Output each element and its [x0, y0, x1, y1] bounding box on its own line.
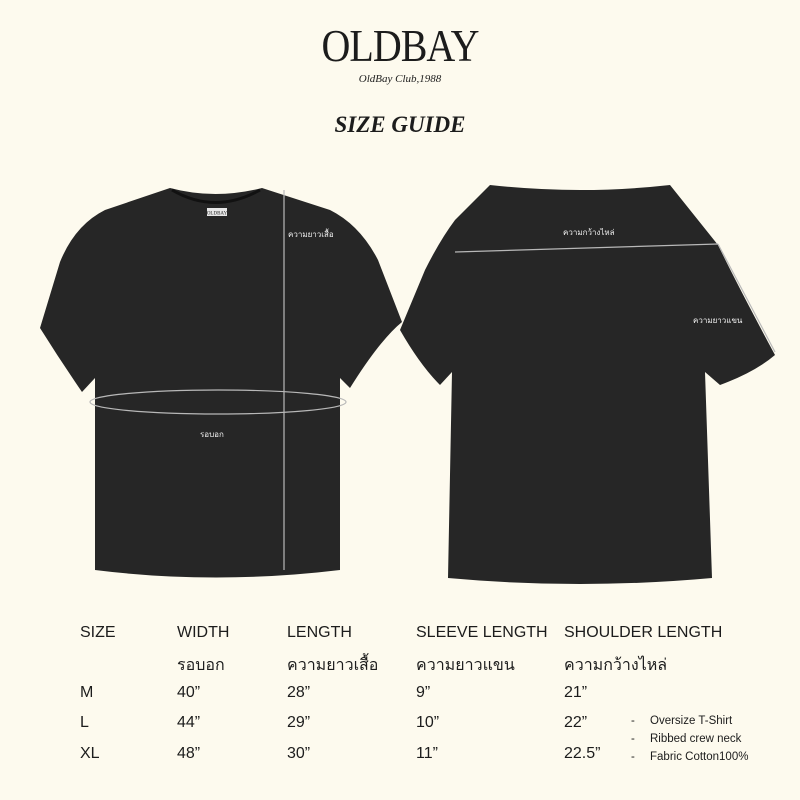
row-m-shoulder: 21” [564, 684, 588, 701]
note-item: Ribbed crew neck [650, 733, 742, 745]
row-xl-length: 30” [287, 745, 311, 762]
row-l-sleeve: 10” [416, 714, 440, 731]
shirt-illustrations: OLDBAY [40, 185, 776, 584]
header-size: SIZE [80, 624, 116, 641]
row-xl-width: 48” [177, 745, 201, 762]
row-l-width: 44” [177, 714, 201, 731]
subheader-length: ความยาวเสื้อ [287, 657, 379, 674]
subheader-sleeve: ความยาวแขน [416, 657, 515, 674]
header-length: LENGTH [287, 624, 352, 641]
row-xl-sleeve: 11” [416, 745, 438, 762]
header-sleeve: SLEEVE LENGTH [416, 624, 548, 641]
back-shirt [400, 185, 775, 584]
row-m-size: M [80, 684, 94, 701]
neck-tag [207, 208, 227, 216]
page-title: SIZE GUIDE [334, 112, 466, 137]
length-label: ความยาวเสื้อ [288, 230, 334, 239]
shoulder-label: ความกว้างไหล่ [563, 228, 615, 237]
row-xl-size: XL [80, 745, 100, 762]
note-bullet: - [631, 733, 635, 745]
row-l-shoulder: 22” [564, 714, 588, 731]
header-shoulder: SHOULDER LENGTH [564, 624, 723, 641]
row-m-width: 40” [177, 684, 201, 701]
header-width: WIDTH [177, 624, 230, 641]
subheader-width: รอบอก [177, 657, 225, 674]
neck-tag-text: OLDBAY [207, 212, 228, 217]
row-m-sleeve: 9” [416, 684, 431, 701]
chest-label: รอบอก [200, 430, 224, 439]
sleeve-label: ความยาวแขน [693, 316, 743, 325]
row-m-length: 28” [287, 684, 311, 701]
row-l-length: 29” [287, 714, 311, 731]
row-xl-shoulder: 22.5” [564, 745, 601, 762]
brand-tagline: OldBay Club,1988 [358, 73, 442, 85]
subheader-shoulder: ความกว้างไหล่ [564, 657, 668, 674]
measure-lines [89, 190, 776, 570]
brand-logo: OLDBAY [321, 19, 480, 72]
note-item: Oversize T-Shirt [650, 715, 733, 727]
note-bullet: - [631, 751, 635, 763]
note-bullet: - [631, 715, 635, 727]
note-item: Fabric Cotton100% [650, 751, 749, 763]
front-shirt [40, 188, 402, 578]
row-l-size: L [80, 714, 89, 731]
